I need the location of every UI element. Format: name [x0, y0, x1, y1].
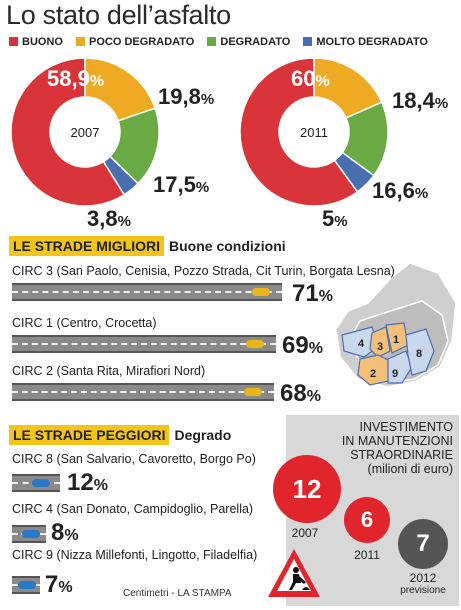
best-road-bar — [12, 283, 282, 301]
district-8 — [405, 328, 435, 376]
car-icon — [252, 288, 270, 296]
label-2007-degradato: 17,5% — [153, 172, 210, 197]
worst-row-value: 7% — [45, 571, 73, 598]
map-label-1: 1 — [393, 334, 399, 346]
map-label-8: 8 — [416, 348, 422, 360]
best-row-value: 71% — [292, 280, 333, 307]
donut-2007-center-label: 2007 — [71, 125, 100, 140]
donut-2011-slice-molto-degradato — [333, 151, 375, 193]
best-row-label: CIRC 1 (Centro, Crocetta) — [12, 316, 157, 330]
best-row-value: 69% — [282, 332, 323, 359]
legend-item-molto-degradato: MOLTO DEGRADATO — [303, 36, 428, 48]
best-road-bar — [12, 335, 276, 353]
car-icon — [22, 530, 40, 538]
car-icon — [18, 581, 36, 589]
label-2011-molto-degradato: 5% — [322, 206, 348, 231]
worst-row-value: 8% — [51, 519, 79, 546]
circoscrizioni-map: 4 3 1 2 9 8 — [335, 262, 457, 388]
worst-row-label: CIRC 9 (Nizza Millefonti, Lingotto, Fila… — [12, 548, 258, 562]
donut-2007-slice-molto-degradato — [102, 155, 140, 196]
legend-item-degradato: DEGRADATO — [207, 36, 290, 48]
car-icon — [246, 340, 264, 348]
best-roads-header: LE STRADE MIGLIORI Buone condizioni — [9, 236, 286, 256]
donut-2011-center-label: 2011 — [300, 125, 328, 140]
label-2011-poco-degradato: 18,4% — [392, 88, 449, 113]
donut-2011: 2011 — [239, 57, 389, 207]
label-2007-buono: 58,9% — [47, 66, 105, 91]
map-label-4: 4 — [358, 338, 365, 350]
map-label-9: 9 — [392, 368, 398, 380]
investment-year-2011: 2011 — [354, 548, 380, 562]
label-2007-poco-degradato: 19,8% — [158, 84, 215, 109]
best-row-label: CIRC 3 (San Paolo, Cenisia, Pozzo Strada… — [12, 264, 395, 278]
district-9 — [387, 350, 413, 384]
source-credit: Centimetri - LA STAMPA — [123, 588, 232, 599]
car-icon — [244, 388, 262, 396]
investment-title: INVESTIMENTO IN MANUTENZIONI STRAORDINAR… — [341, 420, 453, 476]
page-title: Lo stato dell’asfalto — [6, 0, 231, 30]
donut-2007: 2007 — [10, 57, 160, 207]
label-2011-degradato: 16,6% — [372, 178, 429, 203]
investment-circle-2007: 12 — [273, 455, 341, 523]
worst-row-value: 12% — [67, 469, 108, 496]
investment-circle-2011: 6 — [344, 497, 390, 543]
worst-roads-header: LE STRADE PEGGIORI Degrado — [9, 425, 231, 445]
investment-circle-2012: 7 — [398, 519, 448, 569]
best-road-bar — [12, 383, 274, 401]
legend: BUONO POCO DEGRADATO DEGRADATO MOLTO DEG… — [9, 36, 438, 48]
donut-2007-slice-buono — [10, 57, 126, 207]
legend-item-buono: BUONO — [9, 36, 63, 48]
car-icon — [32, 479, 50, 487]
best-row-label: CIRC 2 (Santa Rita, Mirafiori Nord) — [12, 364, 206, 378]
worst-row-label: CIRC 8 (San Salvario, Cavoretto, Borgo P… — [12, 452, 256, 466]
district-3 — [369, 326, 391, 358]
worst-row-label: CIRC 4 (San Donato, Campidoglio, Parella… — [12, 502, 254, 516]
donut-charts: 2007 2011 — [10, 57, 389, 207]
map-label-2: 2 — [370, 368, 376, 380]
label-2011-buono: 60% — [291, 66, 330, 91]
map-label-3: 3 — [377, 341, 383, 353]
worst-road-bar — [12, 525, 46, 543]
legend-item-poco-degradato: POCO DEGRADATO — [76, 36, 194, 48]
investment-year-2012: 2012 — [409, 571, 437, 585]
worst-road-bar — [12, 474, 60, 492]
donut-2011-slice-buono — [239, 57, 359, 207]
investment-note-2012: previsione — [400, 585, 446, 596]
worst-road-bar — [12, 576, 40, 594]
roadwork-sign-icon — [268, 549, 320, 597]
investment-year-2007: 2007 — [291, 526, 319, 540]
best-row-value: 68% — [280, 380, 321, 407]
district-4 — [341, 326, 379, 358]
label-2007-molto-degradato: 3,8% — [87, 206, 131, 231]
